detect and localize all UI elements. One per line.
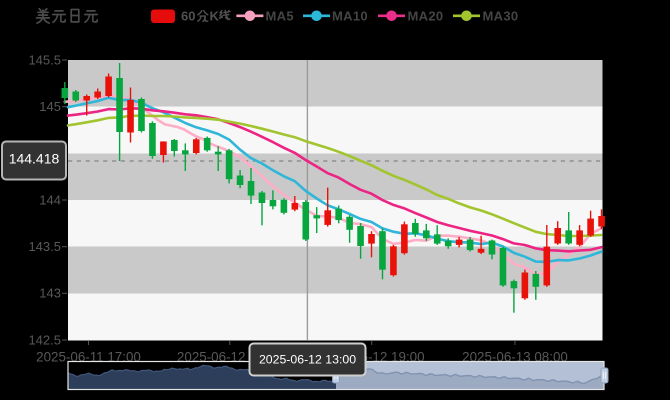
svg-text:143.5: 143.5: [28, 239, 61, 254]
svg-text:2025-06-13 08:00: 2025-06-13 08:00: [462, 350, 568, 365]
svg-text:145.5: 145.5: [28, 52, 61, 67]
svg-text:MA10: MA10: [332, 9, 368, 24]
svg-text:2025-06-12 13:00: 2025-06-12 13:00: [259, 353, 356, 367]
svg-text:142.5: 142.5: [28, 332, 61, 347]
svg-text:144.418: 144.418: [9, 151, 60, 167]
svg-text:2025-06-11 17:00: 2025-06-11 17:00: [36, 350, 141, 365]
svg-text:MA30: MA30: [483, 9, 519, 24]
svg-text:MA20: MA20: [408, 9, 444, 24]
svg-text:144: 144: [39, 192, 61, 207]
svg-text:K: K: [210, 9, 220, 24]
svg-text:60: 60: [181, 9, 195, 24]
svg-text:143: 143: [39, 286, 61, 301]
svg-text:145: 145: [39, 99, 61, 114]
svg-text:MA5: MA5: [266, 9, 294, 24]
